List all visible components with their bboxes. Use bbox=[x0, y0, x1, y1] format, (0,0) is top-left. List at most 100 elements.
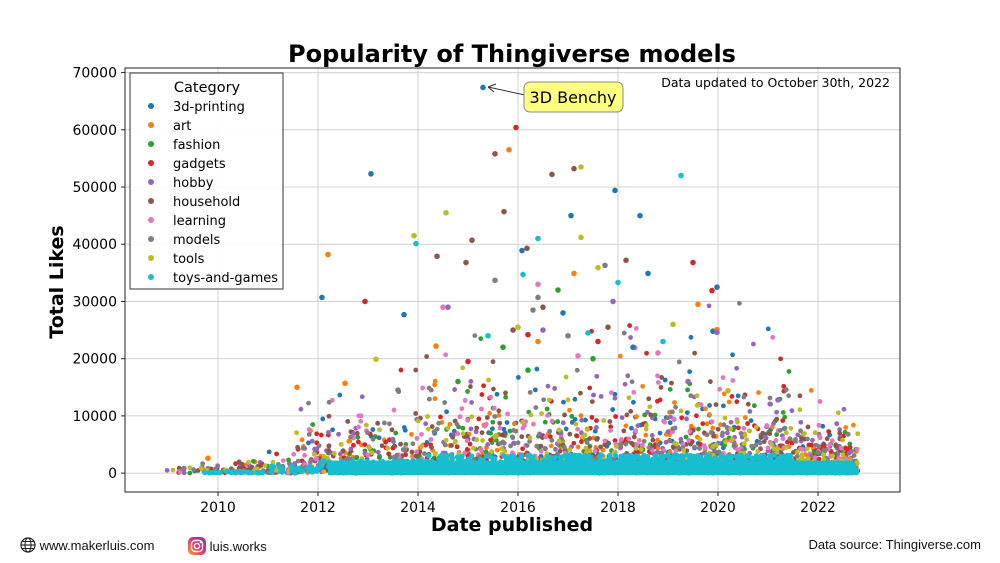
data-point bbox=[300, 445, 306, 451]
data-point bbox=[715, 426, 721, 432]
data-point bbox=[326, 429, 331, 435]
data-point bbox=[236, 459, 242, 465]
data-point bbox=[793, 437, 798, 442]
data-point bbox=[594, 436, 600, 442]
data-point-toys-and-games bbox=[585, 330, 591, 336]
data-point bbox=[579, 439, 584, 445]
data-point bbox=[452, 387, 458, 392]
data-point bbox=[478, 336, 484, 342]
data-point bbox=[587, 448, 593, 454]
data-point bbox=[497, 425, 503, 431]
data-point bbox=[838, 445, 844, 451]
data-point bbox=[608, 424, 614, 430]
data-point bbox=[419, 443, 425, 449]
instagram-link[interactable]: luis.works bbox=[188, 537, 267, 555]
data-point bbox=[777, 427, 783, 433]
data-point bbox=[419, 431, 424, 437]
data-point bbox=[628, 408, 634, 414]
data-point bbox=[250, 458, 256, 464]
data-point-models bbox=[535, 294, 541, 301]
data-point-3d-printing bbox=[480, 84, 486, 91]
data-point bbox=[625, 373, 631, 379]
data-point-3d-printing bbox=[630, 344, 636, 351]
data-point bbox=[787, 436, 793, 442]
data-point bbox=[633, 326, 639, 331]
data-point bbox=[293, 466, 299, 472]
data-point bbox=[414, 449, 420, 455]
data-point bbox=[764, 423, 770, 428]
data-point bbox=[711, 433, 717, 439]
data-point bbox=[613, 414, 619, 419]
data-point bbox=[684, 416, 689, 422]
data-point bbox=[671, 444, 676, 450]
data-point bbox=[358, 418, 364, 424]
data-point bbox=[601, 417, 607, 423]
data-point bbox=[294, 430, 300, 436]
data-source: Data source: Thingiverse.com bbox=[808, 537, 981, 552]
data-point bbox=[545, 413, 551, 418]
data-point bbox=[751, 403, 757, 409]
data-point bbox=[742, 432, 748, 438]
data-point bbox=[177, 469, 183, 475]
data-point bbox=[684, 410, 690, 415]
data-point-models bbox=[565, 332, 571, 339]
data-point bbox=[410, 441, 416, 447]
data-point bbox=[479, 392, 485, 397]
data-point bbox=[464, 438, 470, 444]
data-point bbox=[703, 406, 708, 412]
data-point bbox=[633, 428, 638, 434]
data-point bbox=[547, 434, 553, 440]
data-point-learning bbox=[575, 353, 581, 359]
data-point bbox=[457, 414, 463, 420]
data-point bbox=[834, 421, 840, 427]
data-point bbox=[747, 409, 753, 414]
data-point bbox=[688, 334, 694, 340]
website-link[interactable]: www.makerluis.com bbox=[20, 537, 154, 553]
data-point bbox=[489, 449, 495, 454]
data-point bbox=[749, 443, 755, 449]
data-point bbox=[639, 442, 645, 448]
data-point-tools bbox=[670, 321, 676, 328]
data-point bbox=[336, 431, 341, 437]
data-point bbox=[622, 381, 628, 387]
data-point bbox=[355, 439, 361, 445]
data-point bbox=[326, 448, 332, 453]
data-point bbox=[854, 446, 860, 452]
data-point bbox=[478, 446, 484, 452]
data-point bbox=[181, 470, 187, 476]
data-point bbox=[669, 409, 675, 415]
arrow-head-icon bbox=[487, 83, 497, 93]
data-point bbox=[485, 442, 491, 447]
x-tick-label: 2018 bbox=[600, 500, 636, 516]
data-point bbox=[847, 441, 853, 447]
data-point bbox=[338, 451, 343, 457]
data-point bbox=[490, 426, 495, 432]
data-point bbox=[494, 391, 500, 397]
y-tick-label: 10000 bbox=[72, 409, 117, 425]
data-point bbox=[713, 455, 719, 461]
data-point bbox=[472, 333, 478, 339]
data-point bbox=[356, 413, 362, 419]
data-point-household bbox=[492, 151, 498, 157]
data-point bbox=[423, 442, 428, 448]
data-point bbox=[830, 453, 836, 459]
data-point-art bbox=[506, 147, 512, 153]
data-point bbox=[369, 450, 375, 456]
data-point bbox=[413, 410, 419, 416]
y-ticks: 0 10000 20000 30000 40000 50000 60000 70000 bbox=[72, 66, 125, 482]
data-point bbox=[655, 442, 661, 448]
data-point-toys-and-games bbox=[485, 332, 491, 339]
data-point bbox=[707, 379, 713, 385]
data-point bbox=[704, 421, 710, 427]
data-point bbox=[579, 430, 584, 436]
data-point bbox=[783, 444, 789, 450]
data-point bbox=[774, 416, 780, 422]
data-point bbox=[488, 394, 494, 400]
data-point bbox=[504, 455, 510, 461]
data-point bbox=[583, 445, 589, 451]
data-point-art bbox=[571, 270, 577, 277]
data-point bbox=[780, 418, 786, 424]
data-point bbox=[843, 425, 849, 430]
data-point bbox=[547, 428, 553, 434]
data-point bbox=[306, 440, 311, 446]
